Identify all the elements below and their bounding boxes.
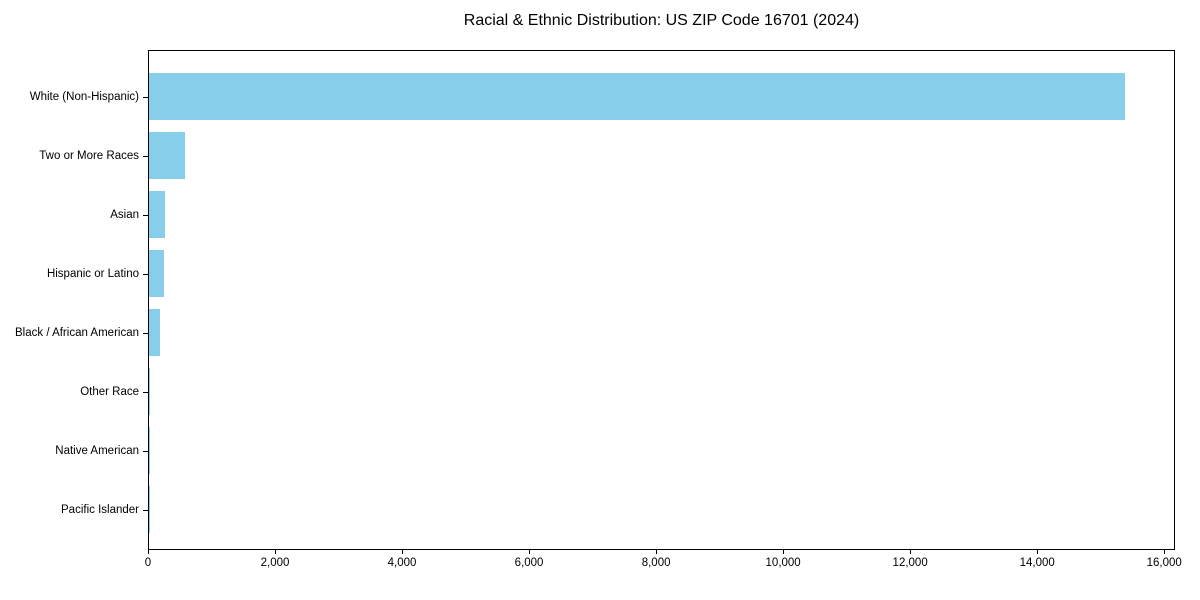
bar-row: Pacific Islander: [61, 480, 1174, 539]
x-tick-mark: [1036, 550, 1038, 554]
x-tick-label: 2,000: [260, 557, 290, 569]
category-label: Asian: [110, 208, 139, 221]
x-tick-label: 0: [144, 557, 152, 569]
bar: [149, 309, 161, 356]
bar-row: Native American: [55, 421, 1174, 480]
bar-row: Other Race: [80, 362, 1174, 421]
category-label: Two or More Races: [39, 149, 139, 162]
category-label: Native American: [55, 444, 139, 457]
bar-row: Black / African American: [15, 303, 1174, 362]
category-label: Hispanic or Latino: [46, 267, 139, 280]
x-tick-label: 14,000: [1019, 557, 1055, 569]
y-tick-mark: [143, 273, 148, 275]
x-tick-label: 12,000: [892, 557, 928, 569]
bar: [149, 191, 165, 238]
y-tick-mark: [143, 332, 148, 334]
plot-area: White (Non-Hispanic) Two or More Races Asi…: [15, 50, 1175, 550]
category-label: Other Race: [80, 385, 139, 398]
y-tick-mark: [143, 155, 148, 157]
y-tick-mark: [143, 450, 148, 452]
bar-row: Hispanic or Latino: [47, 244, 1174, 303]
bar: [149, 427, 150, 474]
bar-row: White (Non-Hispanic): [30, 67, 1174, 126]
y-tick-mark: [143, 509, 148, 511]
x-tick-mark: [782, 550, 784, 554]
x-tick-label: 8,000: [641, 557, 671, 569]
x-tick-mark: [909, 550, 911, 554]
bar-row: Two or More Races: [39, 126, 1174, 185]
bar-rows: White (Non-Hispanic) Two or More Races Asi…: [15, 51, 1174, 549]
bar: [149, 250, 165, 297]
bar: [149, 368, 151, 415]
x-axis: 0 2,000 4,000 6,000 8,000 10,000 12,000 14,000 1…: [144, 550, 1182, 590]
x-tick-mark: [1163, 550, 1165, 554]
category-label: Black / African American: [15, 326, 139, 339]
y-tick-mark: [143, 214, 148, 216]
y-tick-mark: [143, 391, 148, 393]
x-tick-label: 10,000: [765, 557, 801, 569]
bar-row: Asian: [110, 185, 1174, 244]
bar: [149, 73, 1126, 120]
x-tick-label: 4,000: [387, 557, 417, 569]
category-label: White (Non-Hispanic): [29, 90, 139, 103]
y-tick-mark: [143, 96, 148, 98]
x-tick-label: 16,000: [1146, 557, 1182, 569]
x-tick-mark: [655, 550, 657, 554]
x-tick-label: 6,000: [514, 557, 544, 569]
category-label: Pacific Islander: [61, 503, 139, 516]
x-tick-mark: [274, 550, 276, 554]
x-tick-mark: [147, 550, 149, 554]
x-tick-mark: [401, 550, 403, 554]
x-tick-mark: [528, 550, 530, 554]
chart-title: Racial & Ethnic Distribution: US ZIP Cod…: [463, 12, 860, 29]
bar: [149, 132, 185, 179]
